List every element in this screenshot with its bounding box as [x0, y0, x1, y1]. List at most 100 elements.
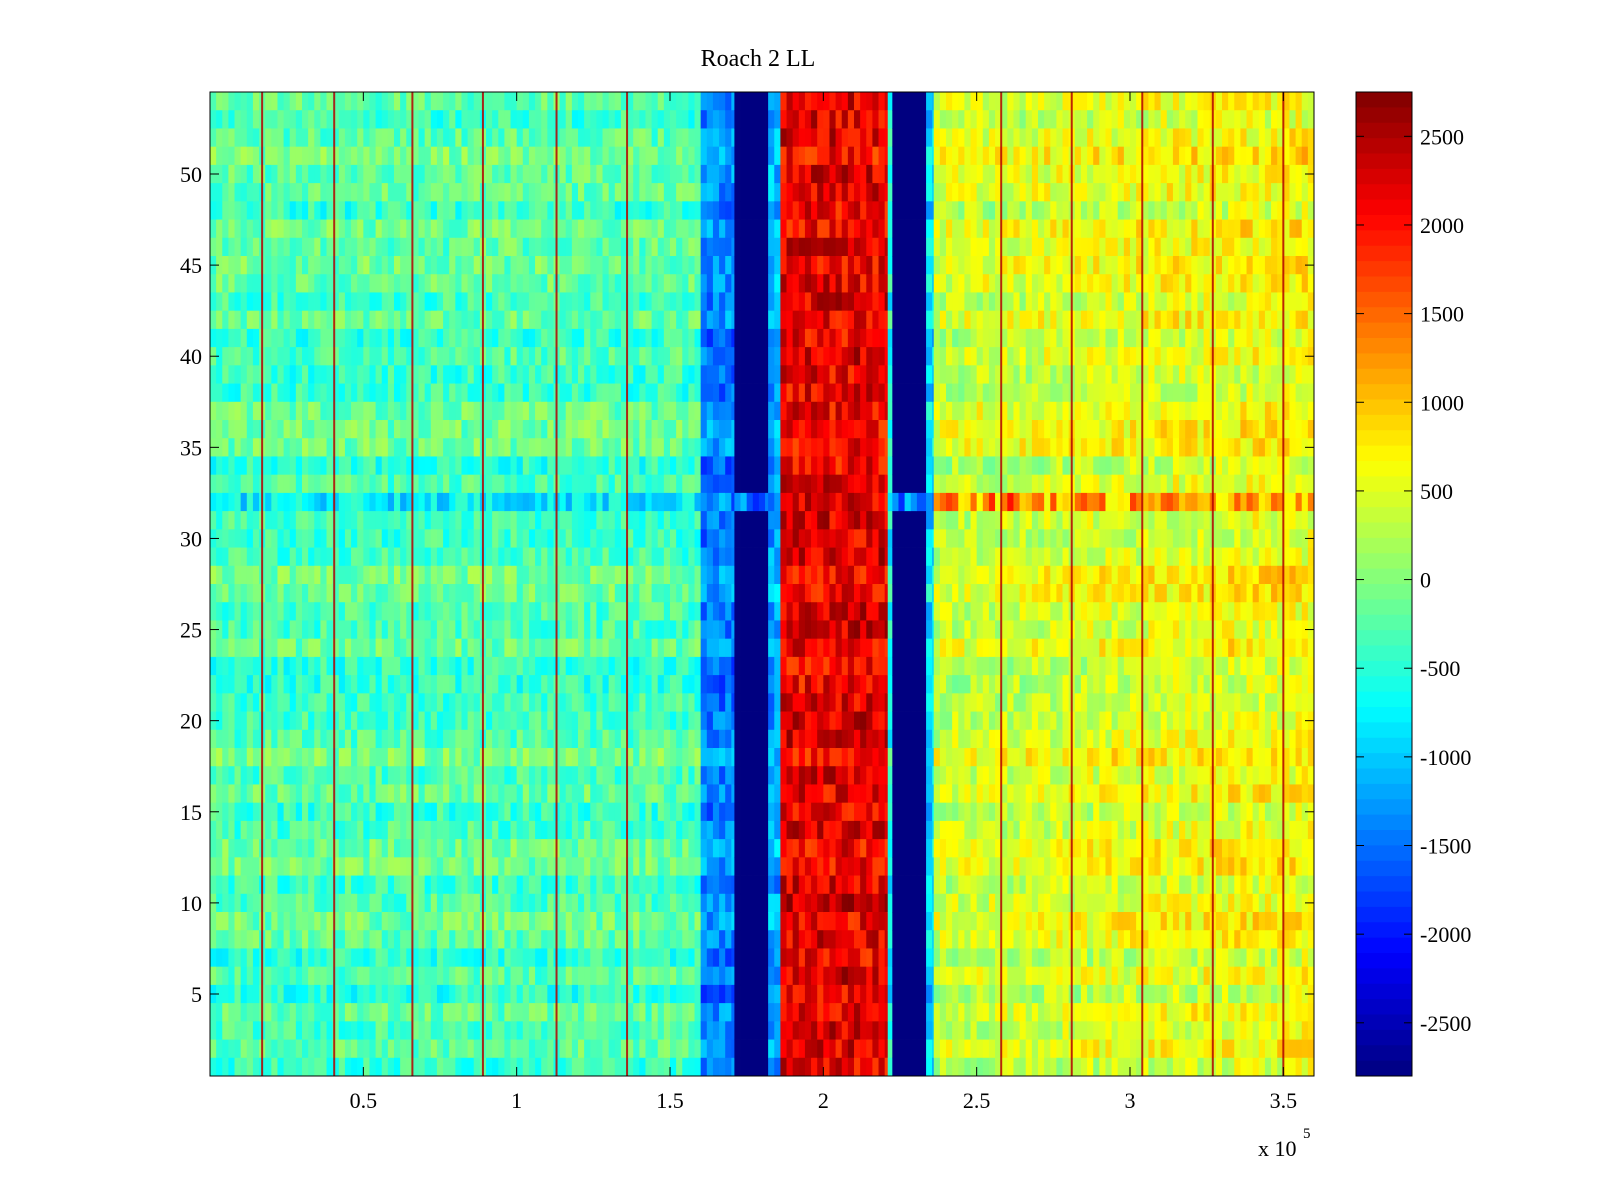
heatmap-cell	[639, 1021, 646, 1040]
heatmap-cell	[731, 966, 735, 986]
heatmap-cell	[535, 310, 542, 330]
heatmap-cell	[535, 146, 542, 166]
heatmap-cell	[740, 584, 748, 603]
heatmap-cell	[651, 256, 659, 275]
heatmap-cell	[283, 128, 291, 148]
heatmap-cell	[394, 602, 401, 621]
heatmap-cell	[400, 456, 407, 476]
heatmap-cell	[752, 292, 760, 312]
heatmap-cell	[627, 511, 634, 530]
heatmap-cell	[473, 310, 481, 330]
heatmap-cell	[363, 711, 370, 731]
heatmap-cell	[222, 456, 229, 476]
heatmap-cell	[633, 912, 640, 931]
heatmap-cell	[670, 146, 677, 166]
heatmap-cell	[228, 438, 235, 457]
heatmap-cell	[608, 256, 616, 275]
heatmap-cell	[443, 456, 450, 476]
heatmap-cell	[455, 547, 462, 567]
heatmap-cell	[277, 274, 284, 293]
heatmap-cell	[504, 256, 511, 275]
heatmap-cell	[765, 110, 769, 129]
heatmap-cell	[752, 729, 760, 749]
heatmap-cell	[670, 675, 677, 694]
heatmap-cell	[584, 984, 591, 1004]
heatmap-cell	[700, 711, 708, 731]
heatmap-cell	[657, 383, 665, 403]
heatmap-cell	[498, 128, 505, 148]
heatmap-cell	[369, 164, 376, 184]
heatmap-cell	[351, 547, 358, 567]
heatmap-cell	[461, 693, 468, 712]
heatmap-cell	[584, 966, 591, 986]
heatmap-cell	[455, 729, 462, 749]
heatmap-cell	[222, 183, 229, 202]
heatmap-cell	[614, 110, 622, 129]
heatmap-cell	[578, 474, 585, 494]
heatmap-cell	[320, 729, 327, 749]
heatmap-cell	[222, 438, 229, 457]
heatmap-cell	[627, 401, 634, 421]
heatmap-cell	[694, 219, 702, 239]
heatmap-cell	[602, 966, 610, 986]
heatmap-cell	[473, 711, 481, 731]
heatmap-cell	[712, 948, 720, 968]
heatmap-cell	[541, 839, 548, 858]
heatmap-cell	[639, 256, 646, 275]
heatmap-cell	[252, 292, 260, 312]
heatmap-cell	[765, 948, 769, 968]
heatmap-cell	[424, 584, 432, 603]
heatmap-cell	[651, 565, 659, 585]
heatmap-cell	[375, 930, 383, 949]
heatmap-cell	[394, 328, 401, 348]
heatmap-cell	[645, 1039, 652, 1059]
heatmap-cell	[633, 893, 640, 913]
heatmap-cell	[765, 383, 769, 403]
heatmap-cell	[436, 347, 444, 366]
heatmap-cell	[326, 256, 334, 275]
heatmap-cell	[682, 401, 689, 421]
heatmap-cell	[228, 802, 235, 822]
heatmap-cell	[467, 875, 475, 895]
heatmap-cell	[651, 438, 659, 457]
heatmap-cell	[308, 820, 315, 840]
heatmap-cell	[528, 164, 536, 184]
heatmap-cell	[473, 456, 481, 476]
heatmap-cell	[222, 675, 229, 694]
heatmap-cell	[706, 930, 714, 949]
heatmap-cell	[602, 893, 610, 913]
heatmap-cell	[516, 893, 524, 913]
heatmap-cell	[516, 930, 524, 949]
heatmap-cell	[700, 256, 708, 275]
heatmap-cell	[571, 237, 579, 257]
heatmap-cell	[406, 256, 413, 275]
heatmap-cell	[406, 602, 413, 621]
heatmap-cell	[363, 146, 370, 166]
heatmap-cell	[326, 492, 334, 512]
heatmap-cell	[240, 875, 248, 895]
heatmap-cell	[430, 1039, 438, 1059]
heatmap-cell	[351, 948, 358, 968]
heatmap-cell	[344, 438, 352, 457]
heatmap-cell	[504, 857, 511, 876]
heatmap-cell	[498, 474, 505, 494]
heatmap-cell	[332, 602, 340, 621]
heatmap-cell	[412, 766, 419, 785]
heatmap-cell	[712, 802, 720, 822]
heatmap-cell	[381, 1021, 389, 1040]
heatmap-cell	[252, 365, 260, 384]
heatmap-cell	[271, 565, 278, 585]
heatmap-cell	[461, 656, 468, 676]
heatmap-cell	[357, 310, 364, 330]
heatmap-cell	[320, 128, 327, 148]
heatmap-cell	[712, 474, 720, 494]
heatmap-cell	[210, 401, 217, 421]
heatmap-cell	[289, 711, 297, 731]
heatmap-cell	[216, 875, 223, 895]
heatmap-cell	[706, 328, 714, 348]
heatmap-cell	[381, 310, 389, 330]
heatmap-cell	[663, 219, 671, 239]
heatmap-cell	[314, 292, 321, 312]
heatmap-cell	[418, 948, 426, 968]
heatmap-cell	[516, 183, 524, 202]
